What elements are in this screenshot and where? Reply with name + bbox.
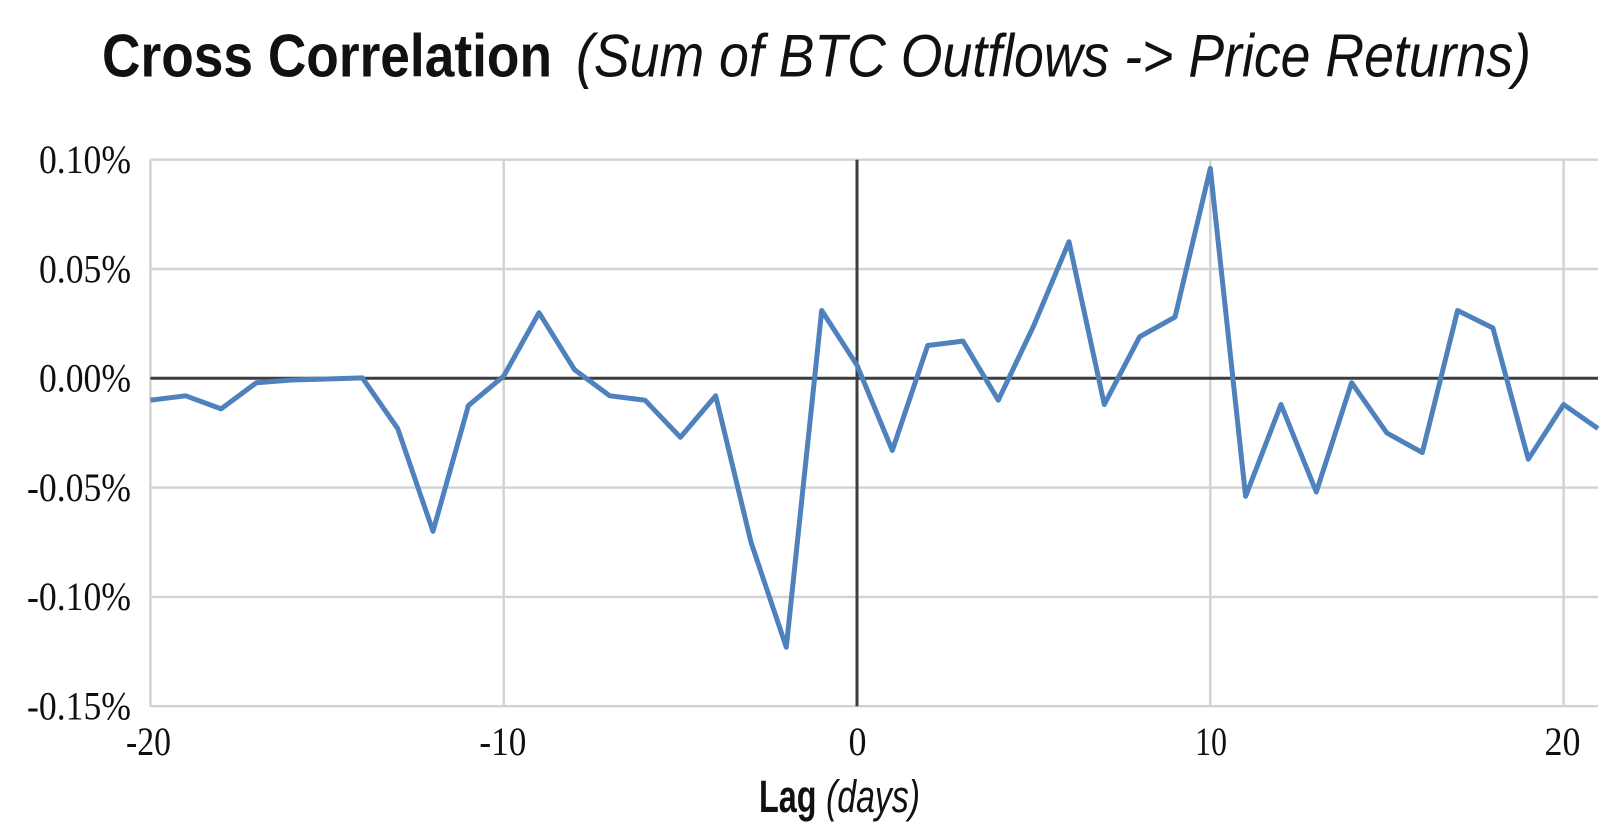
svg-text:-20: -20 [126,719,171,764]
svg-text:Lag: Lag [759,771,817,822]
svg-text:-0.10%: -0.10% [27,574,131,619]
svg-text:0: 0 [849,719,867,764]
svg-text:(Sum of BTC Outflows -> Price: (Sum of BTC Outflows -> Price Returns) [576,23,1531,90]
svg-text:0.00%: 0.00% [39,356,131,401]
svg-text:-0.05%: -0.05% [27,465,131,510]
svg-text:10: 10 [1195,719,1227,764]
svg-text:-0.15%: -0.15% [27,684,131,729]
svg-text:0.05%: 0.05% [39,246,131,291]
svg-text:0.10%: 0.10% [39,137,131,182]
svg-text:20: 20 [1545,719,1581,764]
svg-text:-10: -10 [479,719,526,764]
svg-text:(days): (days) [826,771,920,822]
svg-text:Cross Correlation: Cross Correlation [102,23,552,90]
